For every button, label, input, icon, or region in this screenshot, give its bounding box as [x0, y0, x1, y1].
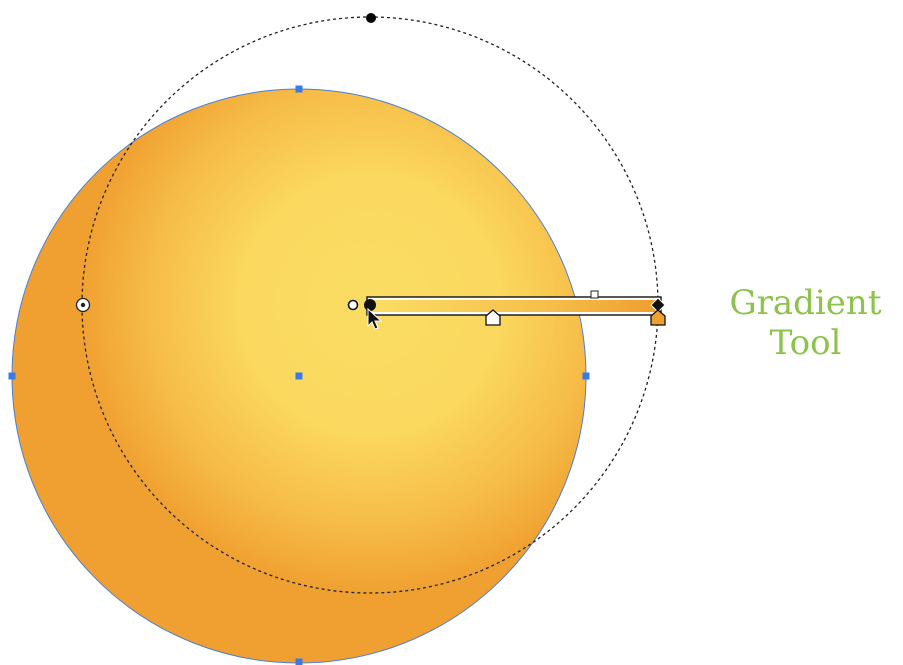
ring-top-handle[interactable] — [366, 13, 376, 23]
gradient-stop-icon[interactable] — [485, 309, 501, 326]
midpoint-square-handle[interactable] — [590, 290, 599, 299]
caption-line-1: Gradient — [729, 283, 882, 323]
anchor-top[interactable] — [295, 85, 303, 93]
anchor-bottom[interactable] — [295, 658, 303, 665]
gradient-origin-ring[interactable] — [347, 299, 359, 311]
gradient-center-handle-icon[interactable] — [364, 299, 376, 311]
anchor-right[interactable] — [582, 372, 590, 380]
caption: Gradient Tool — [708, 283, 903, 363]
gradient-stop-end[interactable] — [650, 309, 666, 326]
radial-focus-point-icon[interactable] — [75, 297, 91, 313]
caption-line-2: Tool — [769, 323, 842, 363]
gradient-slider-fill[interactable] — [370, 300, 658, 312]
gradient-annotator[interactable] — [347, 290, 666, 326]
anchor-center[interactable] — [295, 372, 303, 380]
anchor-left[interactable] — [8, 372, 16, 380]
arrow-cursor-icon — [367, 307, 383, 330]
